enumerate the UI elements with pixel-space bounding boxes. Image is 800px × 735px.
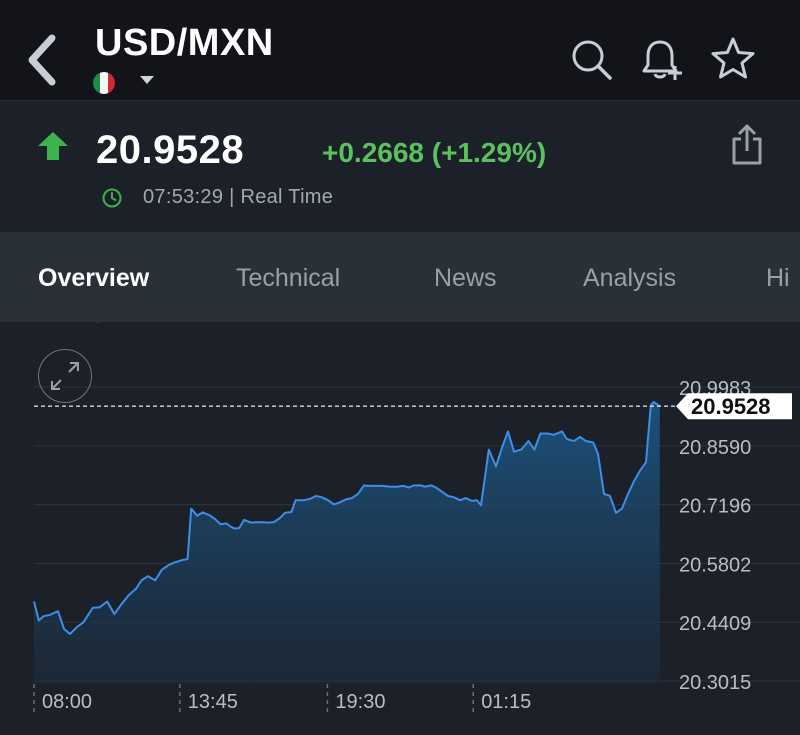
quote-summary: 20.9528 +0.2668 (+1.29%) 07:53:29 | Real… xyxy=(0,101,800,231)
price-chart-panel: 20.9983 20.8590 20.7196 20.5802 20.4409 20.30… xyxy=(0,324,800,735)
active-tab-indicator xyxy=(86,312,110,324)
expand-chart-button[interactable] xyxy=(38,349,92,403)
arrow-up-icon xyxy=(38,132,68,160)
mexico-flag-icon[interactable] xyxy=(93,72,115,94)
chevron-down-icon[interactable] xyxy=(140,76,154,84)
top-navigation-bar: USD/MXN xyxy=(0,0,800,101)
tab-historical[interactable]: Hi xyxy=(766,264,790,292)
price-chart[interactable]: 20.998320.859020.719620.580220.440920.30… xyxy=(0,324,800,735)
current-price-tag-label: 20.9528 xyxy=(691,394,771,419)
price-line-series xyxy=(33,400,661,635)
star-icon[interactable] xyxy=(710,36,756,82)
tab-technical[interactable]: Technical xyxy=(236,264,341,292)
y-tick-label: 20.8590 xyxy=(679,437,751,459)
tab-analysis[interactable]: Analysis xyxy=(583,264,677,292)
chevron-left-icon xyxy=(28,34,56,86)
page-title: USD/MXN xyxy=(95,22,274,64)
price-change: +0.2668 (+1.29%) xyxy=(322,137,547,168)
x-tick-label: 08:00 xyxy=(42,691,92,713)
y-tick-label: 20.3015 xyxy=(679,672,751,694)
current-price: 20.9528 xyxy=(96,128,245,172)
section-tabs: Overview Technical News Analysis Hi xyxy=(0,232,800,322)
expand-icon xyxy=(51,362,79,390)
tab-overview[interactable]: Overview xyxy=(38,264,150,292)
tab-news[interactable]: News xyxy=(434,264,497,292)
x-tick-label: 13:45 xyxy=(188,691,238,713)
price-area-fill xyxy=(34,401,660,683)
y-tick-label: 20.7196 xyxy=(679,496,751,518)
share-icon[interactable] xyxy=(728,123,766,167)
y-tick-label: 20.5802 xyxy=(679,554,751,576)
current-price-tag xyxy=(676,393,792,420)
quote-timestamp: 07:53:29 | Real Time xyxy=(143,186,334,208)
y-tick-label: 20.4409 xyxy=(679,613,751,635)
clock-icon xyxy=(102,188,122,208)
back-button[interactable] xyxy=(22,32,62,88)
bell-add-icon[interactable] xyxy=(638,36,684,82)
search-icon[interactable] xyxy=(568,36,614,82)
x-tick-label: 01:15 xyxy=(481,691,531,713)
x-tick-label: 19:30 xyxy=(335,691,385,713)
